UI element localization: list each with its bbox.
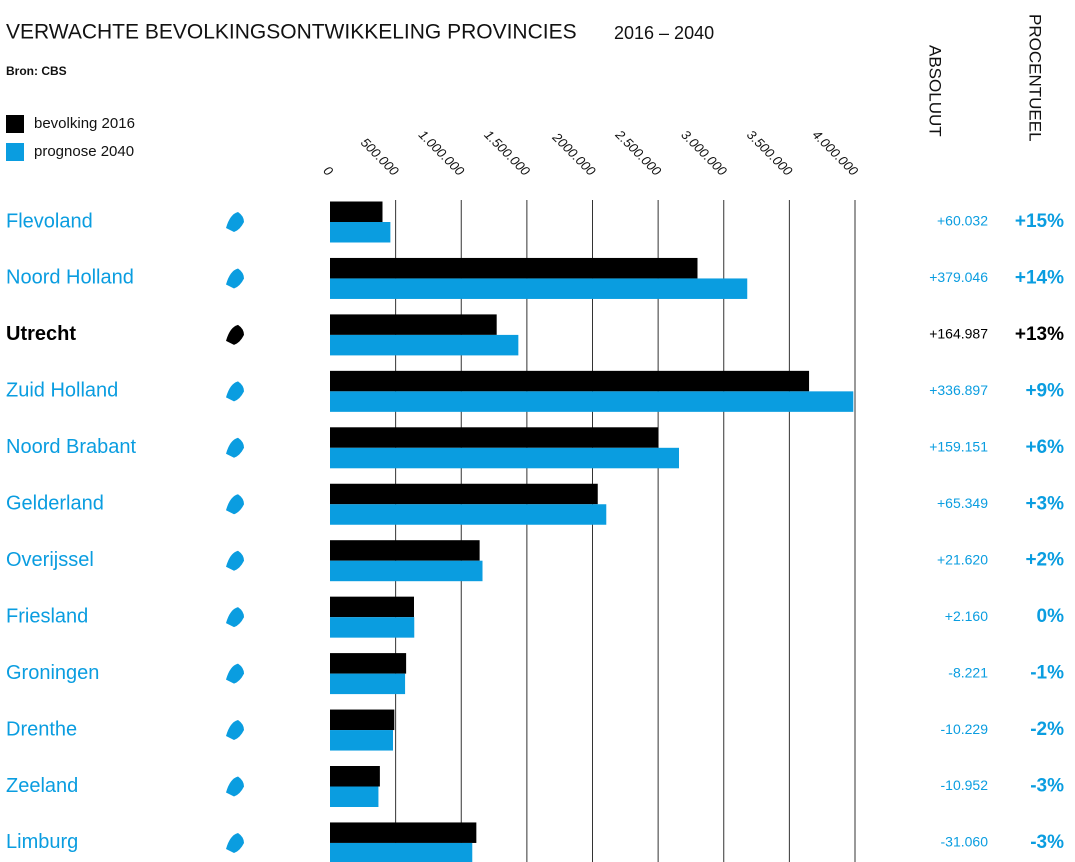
bar [330, 560, 483, 582]
bar [330, 540, 480, 561]
province-icon [226, 720, 244, 741]
category-label: Zeeland [6, 775, 78, 797]
bar [330, 709, 395, 731]
absolute-change: -31.060 [941, 834, 989, 850]
province-icon [226, 776, 244, 797]
bar [330, 842, 473, 862]
province-icon [226, 607, 244, 628]
percent-change: -3% [1030, 832, 1064, 853]
bar [330, 427, 659, 448]
bar [330, 504, 607, 525]
absolute-change: -10.229 [941, 721, 989, 737]
bar [330, 617, 415, 638]
bar [330, 391, 854, 412]
bar [330, 822, 477, 843]
bar [330, 673, 406, 695]
percent-change: +3% [1025, 493, 1064, 514]
absolute-change: +159.151 [929, 439, 988, 455]
legend-swatch [6, 115, 24, 133]
bar [330, 786, 379, 807]
x-tick-label: 2.500.000 [612, 126, 665, 179]
legend-label: prognose 2040 [34, 143, 134, 160]
percent-change: +9% [1025, 380, 1064, 401]
legend-label: bevolking 2016 [34, 115, 135, 132]
absolute-change: +65.349 [937, 495, 988, 511]
absolute-change: -10.952 [941, 777, 989, 793]
x-tick-label: 3.000.000 [678, 127, 730, 179]
x-tick-label: 500.000 [358, 135, 402, 179]
category-label: Noord Brabant [6, 436, 137, 458]
bar [330, 766, 380, 787]
category-label: Drenthe [6, 718, 77, 740]
category-label: Noord Holland [6, 267, 134, 289]
bar [330, 222, 391, 243]
percent-change: +13% [1015, 324, 1064, 345]
x-tick-label: 1.000.000 [416, 127, 468, 179]
bar [330, 447, 679, 469]
absolute-change: -8.221 [948, 664, 988, 680]
chart-title: VERWACHTE BEVOLKINGSONTWIKKELING PROVINC… [6, 21, 577, 44]
category-label: Friesland [6, 605, 88, 627]
percent-change: -2% [1030, 719, 1064, 740]
province-icon [226, 832, 244, 853]
province-icon [226, 268, 244, 289]
absolute-change: +336.897 [929, 382, 988, 398]
x-tick-label: 3.500.000 [744, 127, 796, 179]
x-tick-label: 4.000.000 [810, 127, 862, 179]
bar [330, 257, 698, 279]
province-icon [226, 324, 244, 345]
percent-change: -1% [1030, 663, 1064, 684]
percent-change: +14% [1015, 267, 1064, 288]
absolute-change: +2.160 [945, 608, 988, 624]
x-tick-label: 1.500.000 [481, 127, 533, 179]
bar [330, 334, 519, 356]
column-header: ABSOLUUT [926, 45, 945, 137]
absolute-change: +164.987 [929, 326, 988, 342]
chart-subtitle: 2016 – 2040 [614, 23, 714, 43]
province-icon [226, 494, 244, 515]
bar [330, 730, 393, 751]
absolute-change: +21.620 [937, 551, 988, 567]
province-icon [226, 663, 244, 684]
category-label: Limburg [6, 831, 78, 853]
category-label: Zuid Holland [6, 380, 118, 402]
province-icon [226, 381, 244, 402]
province-icon [226, 212, 244, 232]
category-label: Overijssel [6, 549, 94, 571]
absolute-change: +379.046 [929, 269, 988, 285]
percent-change: 0% [1037, 606, 1065, 627]
column-header: PROCENTUEEL [1026, 14, 1045, 142]
bar [330, 483, 598, 505]
bar [330, 278, 748, 299]
percent-change: +2% [1025, 550, 1064, 571]
province-icon [226, 550, 244, 571]
x-tick-label: 2000.000 [549, 129, 599, 179]
percent-change: +15% [1015, 211, 1064, 232]
category-label: Flevoland [6, 210, 93, 232]
bar [330, 596, 414, 618]
category-label: Gelderland [6, 493, 104, 515]
bar [330, 201, 383, 222]
category-label: Groningen [6, 662, 99, 684]
x-tick-label: 0 [320, 163, 336, 179]
bar [330, 653, 407, 674]
percent-change: -3% [1030, 776, 1064, 797]
province-icon [226, 437, 244, 458]
absolute-change: +60.032 [937, 213, 988, 229]
category-label: Utrecht [6, 323, 76, 345]
source: Bron: CBS [6, 64, 67, 78]
percent-change: +6% [1025, 437, 1064, 458]
legend-swatch [6, 143, 24, 161]
bar [330, 370, 810, 392]
bar [330, 314, 497, 335]
